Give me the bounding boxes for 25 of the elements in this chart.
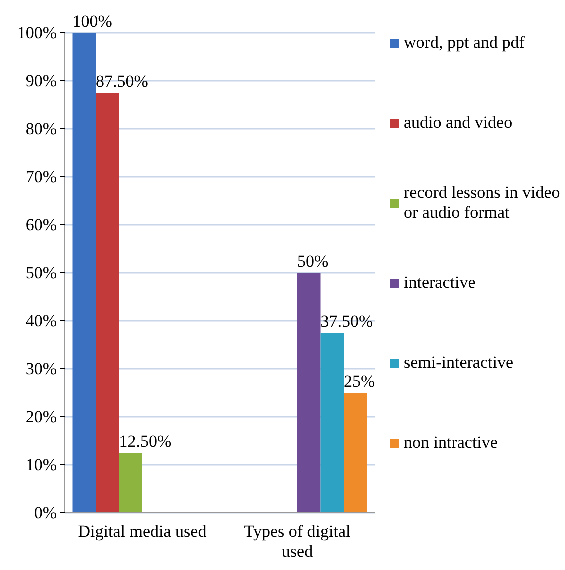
legend-label: record lessons in video or audio format (404, 183, 560, 222)
legend-label: semi-interactive (404, 353, 514, 372)
y-tick-label: 30% (26, 359, 57, 378)
y-tick-label: 80% (26, 119, 57, 138)
y-tick-label: 100% (17, 23, 57, 42)
y-tick-label: 40% (26, 311, 57, 330)
legend-label: word, ppt and pdf (404, 33, 526, 52)
y-tick-label: 90% (26, 71, 57, 90)
legend-label: audio and video (404, 113, 513, 132)
x-tick-label: Digital media used (78, 522, 208, 541)
y-tick-label: 50% (26, 263, 57, 282)
x-tick-label: Types of digital used (244, 522, 351, 561)
data-label: 12.50% (119, 432, 172, 451)
legend-label: non intractive (404, 433, 498, 452)
data-label: 100% (72, 12, 112, 31)
data-label: 87.50% (96, 72, 148, 91)
y-tick-label: 70% (26, 167, 57, 186)
y-tick-label: 20% (26, 407, 57, 426)
y-tick-label: 0% (34, 503, 57, 522)
y-tick-label: 60% (26, 215, 57, 234)
y-tick-label: 10% (26, 455, 57, 474)
data-label: 50% (298, 252, 329, 271)
data-label: 25% (344, 372, 376, 391)
data-label: 37.50% (320, 312, 374, 331)
legend-label: interactive (404, 273, 476, 292)
